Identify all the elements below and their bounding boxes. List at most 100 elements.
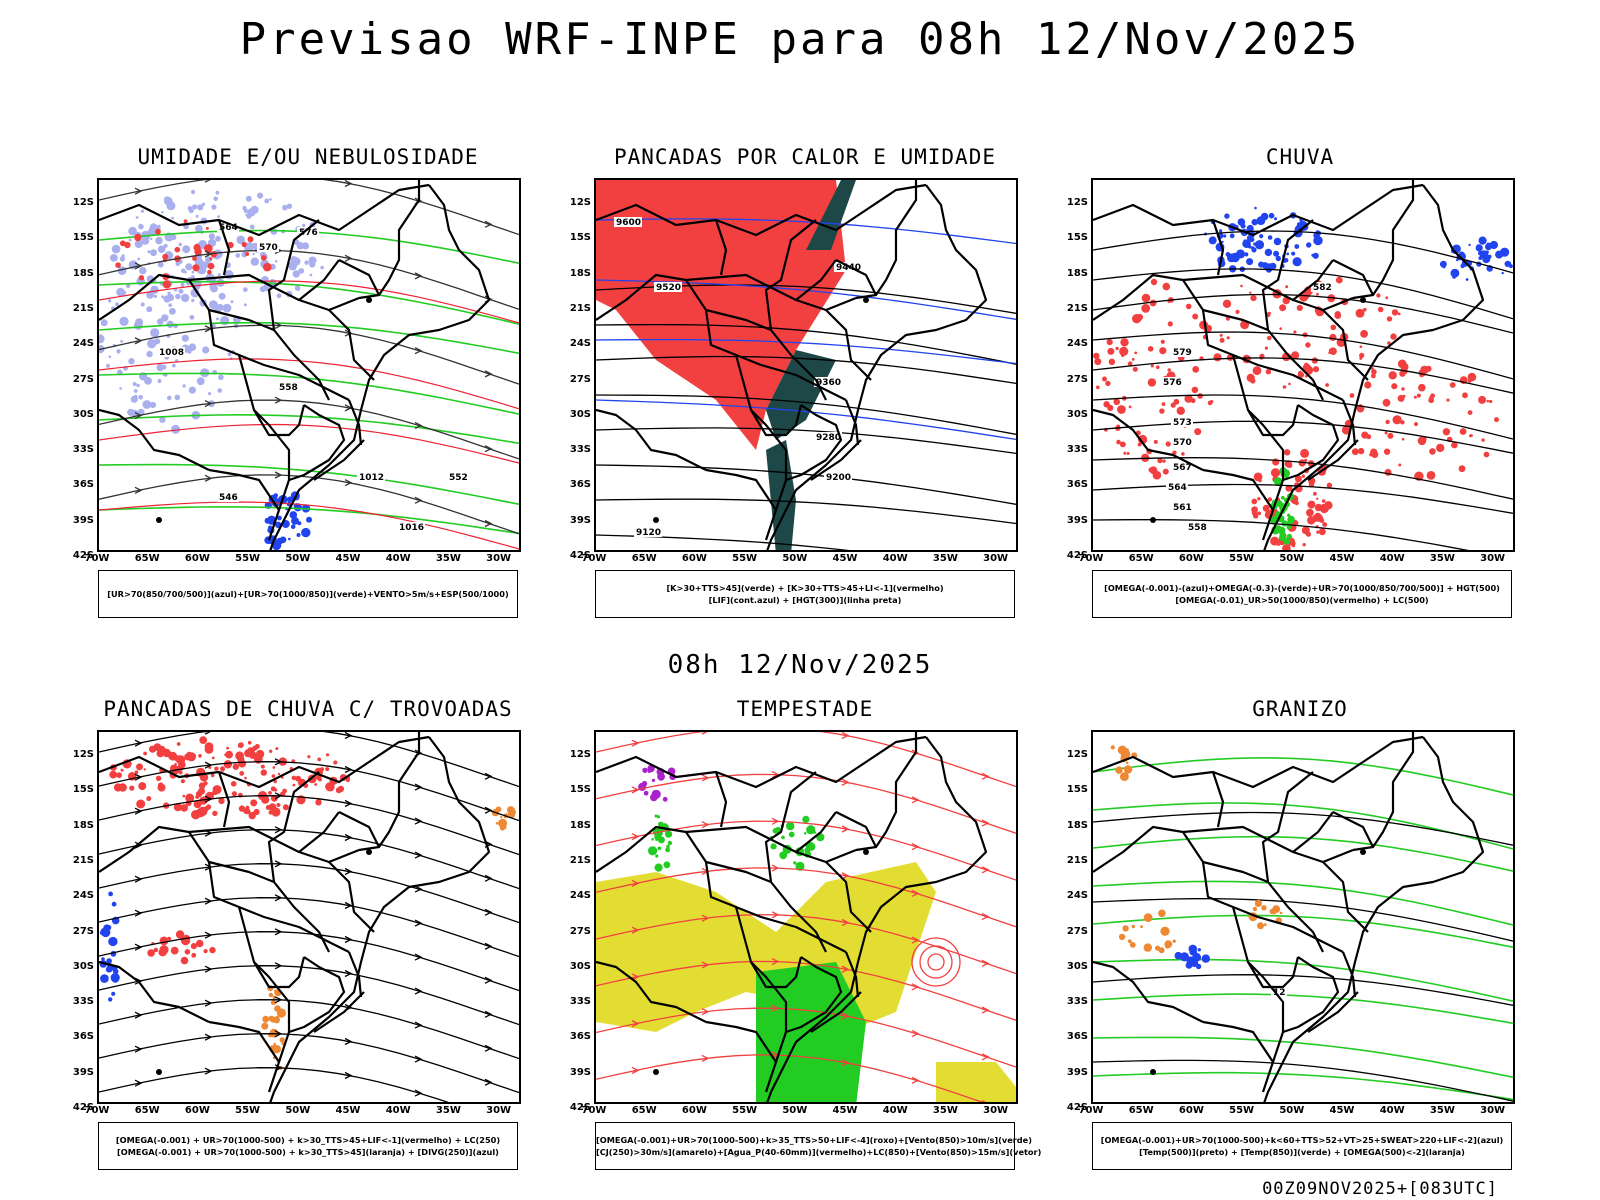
latitude-label: 33S bbox=[1066, 996, 1088, 1008]
streamline bbox=[99, 180, 519, 236]
contour-label: 570 bbox=[1173, 438, 1192, 448]
contour-line bbox=[1093, 898, 1513, 942]
border-line bbox=[1263, 184, 1485, 550]
latitude-label: 36S bbox=[72, 1031, 94, 1043]
latitude-label: 42S bbox=[569, 1102, 591, 1113]
panel-title-granizo: GRANIZO bbox=[1252, 697, 1348, 721]
country-borders bbox=[99, 732, 491, 1102]
thunderstorm-area bbox=[109, 736, 350, 820]
border-line bbox=[313, 991, 365, 1033]
border-line bbox=[714, 219, 728, 276]
border-line bbox=[750, 404, 803, 437]
temp-850-contours bbox=[1093, 757, 1513, 1101]
latitude-label: 33S bbox=[72, 996, 94, 1008]
legend-line: [OMEGA(-0.001)+UR>70(1000-500)+k>35_TTS>… bbox=[596, 1135, 1032, 1145]
latitude-label: 33S bbox=[569, 444, 591, 456]
border-line bbox=[1341, 399, 1357, 446]
longitude-label: 30W bbox=[486, 1105, 512, 1116]
longitude-label: 45W bbox=[832, 553, 858, 564]
temp-500-contours bbox=[1093, 811, 1513, 1102]
latitude-label: 21S bbox=[569, 854, 591, 866]
border-line bbox=[705, 468, 777, 511]
border-line bbox=[347, 951, 363, 998]
latitude-label: 18S bbox=[569, 267, 591, 279]
contour-line bbox=[99, 414, 519, 445]
border-line bbox=[1307, 991, 1359, 1033]
longitude-label: 50W bbox=[782, 1105, 808, 1116]
latitude-label: 39S bbox=[72, 1066, 94, 1078]
longitude-label: 45W bbox=[335, 553, 361, 564]
contour-line bbox=[1093, 914, 1513, 948]
panel-title-pancadas-de-chuva-c-trovoadas: PANCADAS DE CHUVA C/ TROVOADAS bbox=[103, 697, 513, 721]
border-line bbox=[99, 735, 430, 789]
contour-line bbox=[596, 399, 1016, 441]
longitude-label: 55W bbox=[235, 553, 261, 564]
latitude-label: 42S bbox=[72, 1102, 94, 1113]
longitude-label: 35W bbox=[1429, 553, 1455, 564]
longitude-label: 60W bbox=[184, 553, 210, 564]
border-line bbox=[825, 309, 872, 381]
border-line bbox=[596, 183, 927, 237]
border-line bbox=[298, 259, 340, 301]
jet-stream-area bbox=[936, 1062, 1016, 1102]
contour-line bbox=[99, 372, 519, 415]
border-line bbox=[298, 811, 340, 853]
border-line bbox=[1232, 905, 1344, 953]
legend-pancadas-por-calor-e-umidade: [K>30+TTS>45](verde) + [K>30+TTS>45+LI<-… bbox=[595, 570, 1015, 618]
contour-label: 582 bbox=[1313, 283, 1332, 293]
longitude-label: 40W bbox=[385, 553, 411, 564]
contour-line bbox=[596, 464, 1016, 505]
contour-label: 552 bbox=[449, 473, 468, 483]
border-line bbox=[1341, 951, 1357, 998]
contour-line bbox=[1093, 331, 1513, 380]
longitude-label: 70W bbox=[581, 1105, 607, 1116]
contour-line bbox=[99, 501, 519, 550]
border-line bbox=[1202, 1020, 1274, 1063]
border-line bbox=[596, 408, 707, 471]
latitude-label: 15S bbox=[1066, 784, 1088, 796]
contour-line bbox=[596, 323, 1016, 365]
contour-line bbox=[1093, 835, 1513, 872]
latitude-label: 12S bbox=[569, 749, 591, 760]
border-line bbox=[99, 183, 430, 237]
latitude-label: 39S bbox=[569, 514, 591, 526]
border-line bbox=[764, 219, 817, 331]
country-borders bbox=[596, 732, 988, 1102]
rising-motion-area bbox=[1440, 236, 1513, 281]
contour-line bbox=[99, 358, 519, 410]
latitude-label: 21S bbox=[1066, 302, 1088, 314]
longitude-label: 40W bbox=[1379, 1105, 1405, 1116]
latitude-label: 24S bbox=[72, 338, 94, 350]
rising-motion-area bbox=[1204, 206, 1323, 273]
border-line bbox=[750, 956, 803, 989]
border-line bbox=[714, 771, 728, 828]
latitude-label: 12S bbox=[569, 197, 591, 208]
strong-wind-area bbox=[769, 815, 825, 871]
longitude-label: 55W bbox=[732, 553, 758, 564]
border-line bbox=[1182, 825, 1354, 864]
longitude-label: 70W bbox=[1078, 553, 1104, 564]
contour-line bbox=[596, 394, 1016, 435]
contour-label: 576 bbox=[1163, 378, 1182, 388]
latitude-label: 42S bbox=[1066, 1102, 1088, 1113]
panel-title-pancadas-por-calor-e-umidade: PANCADAS POR CALOR E UMIDADE bbox=[613, 145, 996, 169]
longitude-label: 55W bbox=[1229, 553, 1255, 564]
longitude-label: 65W bbox=[134, 1105, 160, 1116]
panel-title-chuva: CHUVA bbox=[1265, 145, 1335, 169]
border-line bbox=[596, 960, 707, 1023]
latitude-label: 27S bbox=[1066, 373, 1088, 385]
longitude-label: 60W bbox=[681, 1105, 707, 1116]
showers-area bbox=[261, 985, 286, 1070]
longitude-label: 60W bbox=[1178, 1105, 1204, 1116]
streamline bbox=[596, 1007, 1016, 1068]
longitude-label: 65W bbox=[631, 1105, 657, 1116]
latitude-label: 24S bbox=[1066, 890, 1088, 902]
latitude-label: 30S bbox=[1066, 408, 1088, 420]
latitude-label: 39S bbox=[1066, 1066, 1088, 1078]
latitude-label: 15S bbox=[1066, 232, 1088, 244]
contour-line bbox=[596, 498, 1016, 525]
border-line bbox=[253, 404, 306, 437]
legend-pancadas-de-chuva-c-trovoadas: [OMEGA(-0.001) + UR>70(1000-500) + k>30_… bbox=[98, 1122, 518, 1170]
map-chuva: 582 579 576 573 570 567 564 561 558 bbox=[1091, 178, 1515, 552]
latitude-label: 12S bbox=[72, 749, 94, 760]
